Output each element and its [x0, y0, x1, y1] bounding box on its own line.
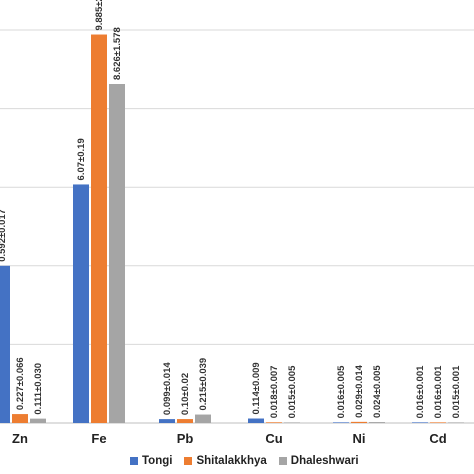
bar-shitalakkhya-cd [430, 422, 446, 423]
category-label-ni: Ni [353, 431, 366, 446]
category-label-cu: Cu [265, 431, 282, 446]
data-label-shitalakkhya-pb: 0.10±0.02 [180, 373, 191, 415]
data-label-tongi-zn: 0.592±0.017 [0, 209, 8, 262]
data-label-shitalakkhya-cu: 0.018±0.007 [269, 366, 280, 419]
data-label-tongi-ni: 0.016±0.005 [336, 365, 347, 418]
legend-swatch-tongi [130, 457, 138, 465]
data-label-shitalakkhya-fe: 9.885±2.079 [94, 0, 105, 31]
legend-label-shitalakkhya: Shitalakkhya [196, 455, 267, 467]
bar-dhaleshwari-pb [195, 414, 211, 423]
category-label-zn: Zn [12, 431, 28, 446]
data-label-shitalakkhya-zn: 0.227±0.066 [15, 357, 26, 410]
legend-item-dhaleshwari: Dhaleshwari [278, 455, 359, 467]
data-label-tongi-cd: 0.016±0.001 [415, 365, 426, 418]
legend: Tongi Shitalakkhya Dhaleshwari [130, 455, 359, 467]
bar-shitalakkhya-zn [12, 414, 28, 423]
bar-dhaleshwari-cu [284, 422, 300, 423]
data-label-shitalakkhya-ni: 0.029±0.014 [354, 364, 365, 417]
data-label-tongi-cu: 0.114±0.009 [251, 362, 262, 414]
category-label-fe: Fe [91, 431, 106, 446]
bar-tongi-cu [248, 418, 264, 423]
data-label-tongi-fe: 6.07±0.19 [76, 138, 87, 180]
data-label-dhaleshwari-zn: 0.111±0.030 [33, 363, 44, 415]
category-label-cd: Cd [429, 431, 446, 446]
category-label-pb: Pb [177, 431, 194, 446]
bar-dhaleshwari-cd [448, 422, 464, 423]
data-label-dhaleshwari-fe: 8.626±1.578 [112, 27, 123, 80]
data-label-dhaleshwari-ni: 0.024±0.005 [372, 365, 383, 418]
data-label-shitalakkhya-cd: 0.016±0.001 [433, 365, 444, 418]
legend-swatch-shitalakkhya [184, 457, 193, 465]
bar-tongi-zn [0, 265, 10, 423]
bar-dhaleshwari-zn [30, 418, 46, 423]
bar-tongi-ni [333, 422, 349, 423]
bar-tongi-cd [412, 422, 428, 423]
bar-shitalakkhya-pb [177, 419, 193, 423]
bar-shitalakkhya-ni [351, 421, 367, 423]
legend-label-tongi: Tongi [142, 455, 173, 467]
legend-item-tongi: Tongi [130, 455, 172, 467]
legend-item-shitalakkhya: Shitalakkhya [184, 455, 267, 467]
bar-dhaleshwari-ni [369, 422, 385, 423]
bar-tongi-fe [73, 184, 89, 423]
legend-label-dhaleshwari: Dhaleshwari [290, 455, 359, 467]
bar-shitalakkhya-fe [91, 34, 107, 423]
data-label-dhaleshwari-cd: 0.015±0.001 [451, 365, 462, 418]
legend-swatch-dhaleshwari [278, 457, 287, 465]
bar-tongi-pb [159, 419, 175, 423]
bar-shitalakkhya-cu [266, 422, 282, 423]
data-label-tongi-pb: 0.099±0.014 [162, 362, 173, 415]
bar-dhaleshwari-fe [109, 83, 125, 423]
data-label-dhaleshwari-pb: 0.215±0.039 [198, 358, 209, 411]
data-label-dhaleshwari-cu: 0.015±0.005 [287, 365, 298, 418]
